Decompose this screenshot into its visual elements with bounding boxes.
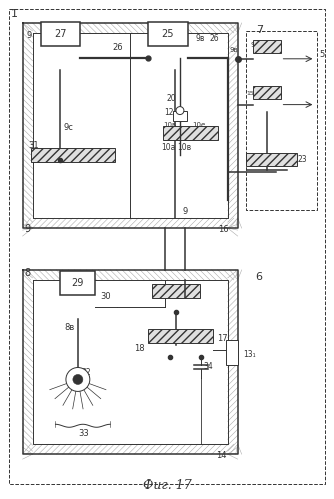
Bar [173,111,187,121]
Text: 12: 12 [164,108,173,117]
Text: 14: 14 [216,451,226,460]
Bar [40,22,80,46]
Text: 13₁: 13₁ [244,350,256,359]
Text: 27: 27 [54,29,67,39]
Text: 9в: 9в [230,47,238,53]
Text: 26: 26 [210,34,219,43]
Text: 18: 18 [134,344,145,353]
Text: 20: 20 [166,94,176,103]
Text: 9в: 9в [250,42,259,48]
Circle shape [176,107,184,115]
Bar [163,126,218,140]
Text: 25: 25 [162,29,174,39]
Bar [152,284,200,298]
Bar [148,22,188,46]
Bar [246,153,298,166]
Bar [253,40,281,53]
Text: 11: 11 [166,286,176,295]
Text: 9в: 9в [274,158,281,163]
Text: 32: 32 [82,368,92,377]
Text: 33: 33 [78,429,89,438]
Text: 6: 6 [256,272,263,282]
Circle shape [73,374,83,384]
Text: 16: 16 [218,225,228,234]
Text: 21: 21 [267,88,276,97]
Text: 31: 31 [29,141,39,150]
Bar [148,329,213,343]
Bar [31,148,115,162]
Bar [253,86,281,99]
Text: 34: 34 [204,362,214,371]
Text: 17: 17 [217,334,227,343]
Text: 10в: 10в [177,143,191,152]
Text: 9: 9 [27,31,32,40]
Text: 26: 26 [112,43,123,52]
Text: Фиг. 17: Фиг. 17 [143,479,191,492]
Text: 8в: 8в [64,323,74,332]
Text: 5: 5 [319,50,325,59]
Text: 1: 1 [11,9,18,19]
Text: 10а: 10а [161,143,175,152]
Bar [60,271,95,295]
Text: 22: 22 [265,40,274,49]
Text: 23: 23 [298,155,307,164]
Text: 15в: 15в [247,91,258,96]
Text: 30: 30 [100,292,111,301]
Text: 9: 9 [183,207,188,216]
Text: 9: 9 [25,224,31,234]
Text: 8: 8 [25,268,31,278]
Text: 10в: 10в [163,122,176,128]
Text: 10е: 10е [192,122,205,128]
Text: 9c: 9c [63,123,73,133]
Circle shape [66,367,90,391]
Text: 9в: 9в [196,34,205,43]
Bar [226,340,238,365]
Text: 29: 29 [72,278,84,288]
Text: 24: 24 [246,157,255,163]
Text: 7: 7 [256,25,263,35]
